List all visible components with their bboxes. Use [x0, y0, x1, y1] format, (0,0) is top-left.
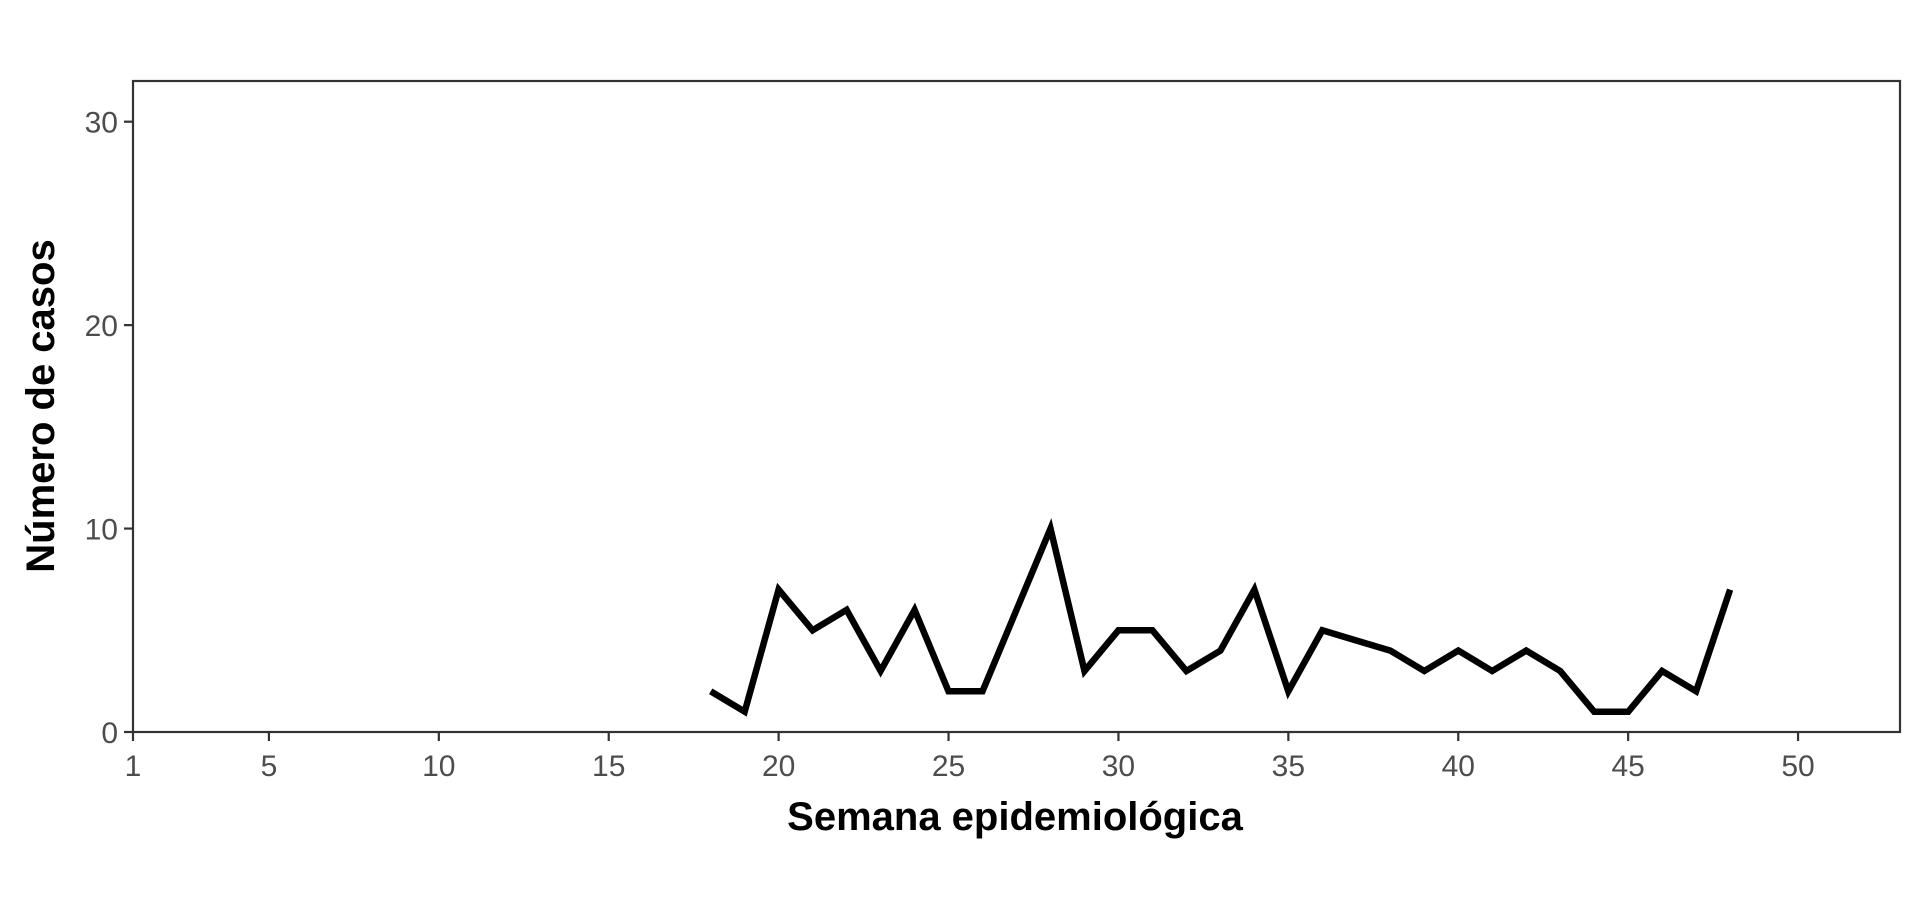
x-tick-label: 30	[1102, 750, 1135, 783]
y-axis-title: Número de casos	[19, 239, 63, 572]
y-tick-label: 20	[85, 310, 118, 343]
x-tick-label: 1	[125, 750, 142, 783]
y-axis: 0 10 20 30	[85, 107, 133, 750]
x-tick-label: 25	[932, 750, 965, 783]
x-tick-label: 5	[261, 750, 278, 783]
x-axis-title: Semana epidemiológica	[787, 795, 1243, 839]
x-tick-label: 35	[1272, 750, 1305, 783]
plot-panel-border	[131, 79, 1902, 734]
x-tick-label: 40	[1442, 750, 1475, 783]
y-tick-label: 10	[85, 514, 118, 547]
series-layer	[709, 518, 1734, 717]
x-tick-label: 10	[422, 750, 455, 783]
x-tick-label: 20	[762, 750, 795, 783]
x-tick-label: 15	[592, 750, 625, 783]
x-tick-label: 50	[1781, 750, 1814, 783]
y-tick-label: 30	[85, 107, 118, 140]
cases-series-line	[709, 518, 1734, 717]
y-tick-label: 0	[101, 717, 118, 750]
x-axis: 1 5 10 15 20 25 30 35 40 45 50	[125, 732, 1815, 783]
x-tick-label: 45	[1611, 750, 1644, 783]
